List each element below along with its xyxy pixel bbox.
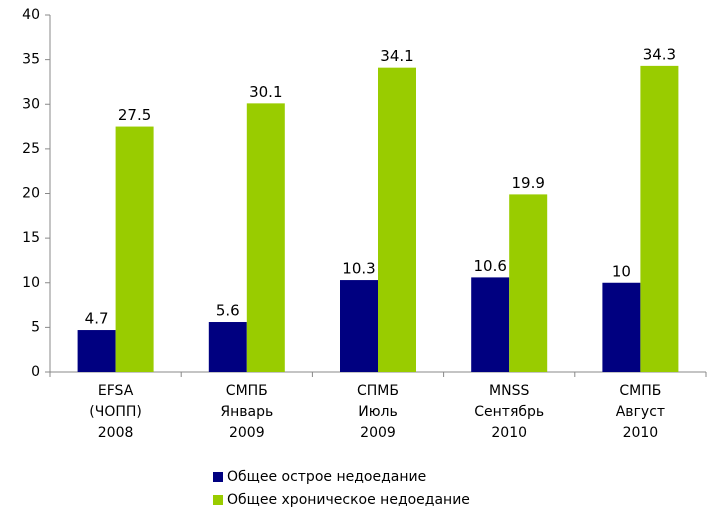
x-tick-label: 2010 [623,425,659,441]
x-tick-label: Сентябрь [474,404,544,420]
y-tick-label: 0 [31,364,40,380]
x-tick-label: MNSS [489,383,529,399]
x-tick-label: СМПБ [619,383,661,399]
bar [77,330,116,372]
x-tick-label: 2009 [360,425,396,441]
bar [509,194,548,372]
bar [471,277,510,372]
value-label: 19.9 [511,174,544,192]
bar [640,65,679,372]
x-tick-label: EFSA [98,383,134,399]
y-tick-label: 25 [22,141,40,157]
value-label: 34.1 [380,47,413,65]
value-label: 4.7 [85,310,109,328]
legend-label: Общее хроническое недоедание [227,492,470,508]
bar [340,280,378,372]
x-tick-label: СМПБ [226,383,268,399]
legend-swatch [213,495,223,505]
y-tick-label: 15 [22,230,40,246]
legend-swatch [213,472,223,482]
value-label: 10.3 [342,260,375,278]
y-tick-label: 35 [22,52,40,68]
x-tick-label: (ЧОПП) [89,404,142,420]
x-tick-label: Август [616,404,665,420]
value-label: 10 [612,262,631,280]
bar [115,126,154,372]
legend-label: Общее острое недоедание [227,469,426,485]
bar [246,103,285,373]
bar [378,67,416,372]
x-tick-label: 2008 [98,425,134,441]
y-tick-label: 10 [22,275,40,291]
y-tick-label: 40 [22,7,40,23]
bar [208,322,247,372]
y-tick-label: 30 [22,96,40,112]
value-label: 30.1 [249,83,282,101]
x-tick-label: Июль [358,404,397,420]
value-label: 27.5 [118,106,151,124]
x-tick-label: 2009 [229,425,265,441]
value-label: 34.3 [643,45,676,63]
bar [602,282,641,372]
x-tick-label: Январь [220,404,273,420]
x-tick-label: СПМБ [357,383,399,399]
y-tick-label: 5 [31,319,40,335]
value-label: 10.6 [473,257,506,275]
value-label: 5.6 [216,302,240,320]
y-tick-label: 20 [22,186,40,202]
x-tick-label: 2010 [491,425,527,441]
